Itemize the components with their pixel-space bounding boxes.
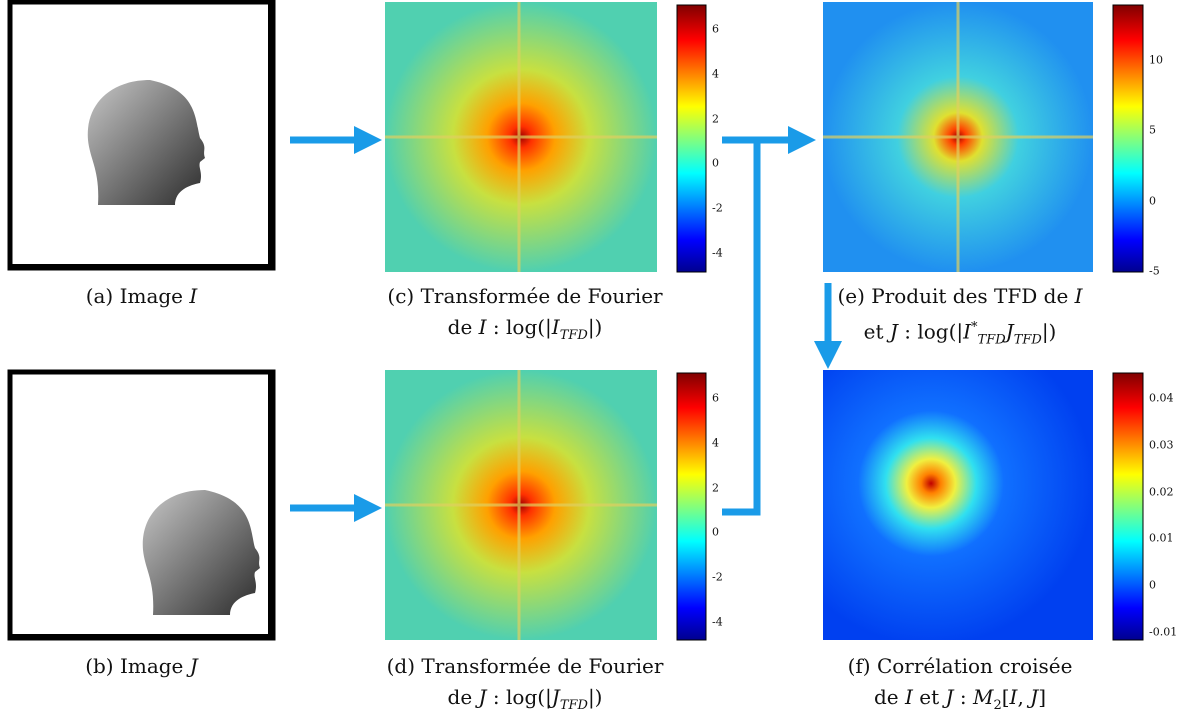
colorbar-tick-label: 0.04 xyxy=(1149,391,1174,405)
colorbar xyxy=(676,4,707,273)
caption-text: I xyxy=(551,315,560,339)
colorbar-tick-label: -2 xyxy=(712,201,723,215)
colorbar-tick-label: 0 xyxy=(1149,194,1156,208)
caption-text: |) xyxy=(587,685,603,709)
caption-text: J xyxy=(478,685,487,709)
caption: (b) Image J xyxy=(10,651,273,682)
colorbar-tick-label: 0 xyxy=(712,525,719,539)
caption-text: : log(| xyxy=(897,319,964,344)
caption-text: I xyxy=(478,315,487,339)
caption-text: de xyxy=(447,315,479,339)
caption-text: I xyxy=(963,319,972,344)
caption-text: et xyxy=(863,319,890,344)
caption-text: : xyxy=(953,685,973,709)
caption-text: * xyxy=(971,320,978,335)
colorbar xyxy=(676,372,707,641)
caption: (c) Transformée de Fourier de I : log(|IT… xyxy=(380,281,670,351)
caption-text: I xyxy=(189,284,198,308)
colorbar-tick-label: -4 xyxy=(712,246,723,260)
colorbar-tick-label: -2 xyxy=(712,570,723,584)
colorbar xyxy=(1112,372,1144,641)
caption-text: I xyxy=(904,685,913,709)
caption: (f) Corrélation croisée de I et J : M2[I,… xyxy=(810,651,1110,721)
caption-text: TFD xyxy=(559,328,588,343)
caption-text: TFD xyxy=(1013,332,1042,348)
colorbar-tick-label: 6 xyxy=(712,391,719,405)
colorbar-tick-label: -5 xyxy=(1149,264,1160,278)
caption-text: (f) Corrélation croisée xyxy=(847,654,1073,678)
caption-text: M xyxy=(972,685,994,709)
caption-text: : log(| xyxy=(486,315,552,339)
caption-text: J xyxy=(551,685,560,709)
caption-text: (d) Transformée de Fourier xyxy=(386,654,664,678)
caption-text: I xyxy=(1009,685,1018,709)
caption-text: et xyxy=(912,685,946,709)
colorbar-tick-label: 10 xyxy=(1149,53,1163,67)
caption-text: de xyxy=(873,685,905,709)
caption-text: (e) Produit des TFD de xyxy=(837,284,1075,308)
caption-text: I xyxy=(1074,284,1083,308)
caption-text: |) xyxy=(1041,319,1057,344)
colorbar-tick-label: 2 xyxy=(712,112,719,126)
caption-text: J xyxy=(945,685,954,709)
caption-text: |) xyxy=(587,315,603,339)
colorbar-tick-label: -4 xyxy=(712,615,723,629)
caption-text: J xyxy=(1005,319,1014,344)
colorbar-tick-label: 5 xyxy=(1149,123,1156,137)
caption-text: (b) Image xyxy=(85,654,190,678)
caption-text: TFD xyxy=(977,332,1006,348)
caption-text: J xyxy=(189,654,198,678)
caption-text: (c) Transformée de Fourier xyxy=(387,284,663,308)
head xyxy=(142,490,260,615)
caption-text: ] xyxy=(1038,685,1047,709)
colorbar-tick-label: 0.01 xyxy=(1149,531,1174,545)
caption-text: 2 xyxy=(993,698,1002,713)
colorbar xyxy=(1112,4,1144,273)
colorbar-tick-label: 0.03 xyxy=(1149,438,1174,452)
caption-text: J xyxy=(1030,685,1039,709)
correlation xyxy=(823,370,1093,640)
caption-text: TFD xyxy=(559,698,588,713)
colorbar-tick-label: 0 xyxy=(712,156,719,170)
caption-text: [ xyxy=(1001,685,1010,709)
caption-text: (a) Image xyxy=(85,284,190,308)
arrows xyxy=(290,126,842,522)
colorbar-tick-label: 0 xyxy=(1149,578,1156,592)
head xyxy=(87,80,205,205)
colorbar-tick-label: 4 xyxy=(712,67,719,81)
caption-text: J xyxy=(889,319,898,344)
colorbar-tick-label: 6 xyxy=(712,22,719,36)
colorbar-tick-label: 0.02 xyxy=(1149,485,1174,499)
caption: (a) Image I xyxy=(10,281,273,312)
caption: (d) Transformée de Fourier de J : log(|JT… xyxy=(380,651,670,721)
colorbar-tick-label: -0.01 xyxy=(1149,625,1178,639)
colorbar-tick-label: 2 xyxy=(712,481,719,495)
caption-text: : log(| xyxy=(486,685,552,709)
colorbar-tick-label: 4 xyxy=(712,436,719,450)
caption-text: , xyxy=(1017,685,1031,709)
caption-text: de xyxy=(447,685,479,709)
